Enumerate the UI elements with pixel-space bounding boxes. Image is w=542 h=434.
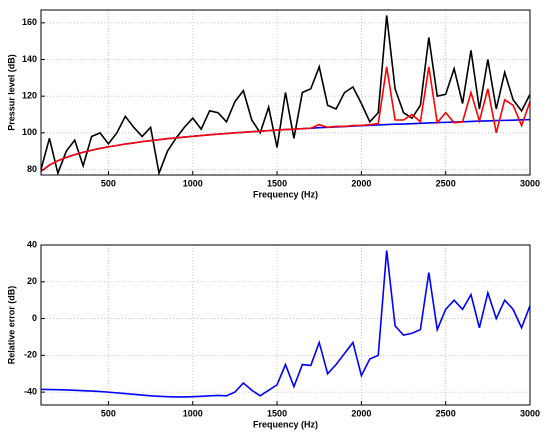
x-tick-label: 1000 bbox=[183, 408, 203, 418]
y-tick-label: -40 bbox=[24, 387, 37, 397]
y-axis-label: Pressur level (dB) bbox=[6, 54, 16, 131]
x-axis-label: Frequency (Hz) bbox=[253, 419, 318, 429]
y-tick-label: 80 bbox=[27, 164, 37, 174]
y-tick-label: 0 bbox=[32, 313, 37, 323]
x-tick-label: 1500 bbox=[267, 178, 287, 188]
y-tick-label: 40 bbox=[27, 239, 37, 249]
data-line bbox=[40, 66, 531, 172]
x-tick-label: 2500 bbox=[436, 408, 456, 418]
y-tick-label: 100 bbox=[22, 127, 37, 137]
data-line bbox=[40, 15, 531, 177]
plot-frame bbox=[40, 244, 531, 406]
x-axis-label: Frequency (Hz) bbox=[253, 189, 318, 199]
y-axis-label: Relative error (dB) bbox=[6, 286, 16, 365]
x-tick-label: 1000 bbox=[183, 178, 203, 188]
data-line bbox=[40, 250, 531, 398]
x-tick-label: 2000 bbox=[351, 408, 371, 418]
y-tick-label: -20 bbox=[24, 350, 37, 360]
x-tick-label: 3000 bbox=[520, 408, 540, 418]
x-tick-label: 2500 bbox=[436, 178, 456, 188]
y-tick-label: 160 bbox=[22, 17, 37, 27]
y-tick-label: 140 bbox=[22, 54, 37, 64]
x-tick-label: 1500 bbox=[267, 408, 287, 418]
x-tick-label: 3000 bbox=[520, 178, 540, 188]
x-tick-label: 500 bbox=[101, 408, 116, 418]
plot-frame bbox=[40, 9, 531, 176]
y-tick-label: 120 bbox=[22, 91, 37, 101]
y-tick-label: 20 bbox=[27, 276, 37, 286]
x-tick-label: 2000 bbox=[351, 178, 371, 188]
x-tick-label: 500 bbox=[101, 178, 116, 188]
